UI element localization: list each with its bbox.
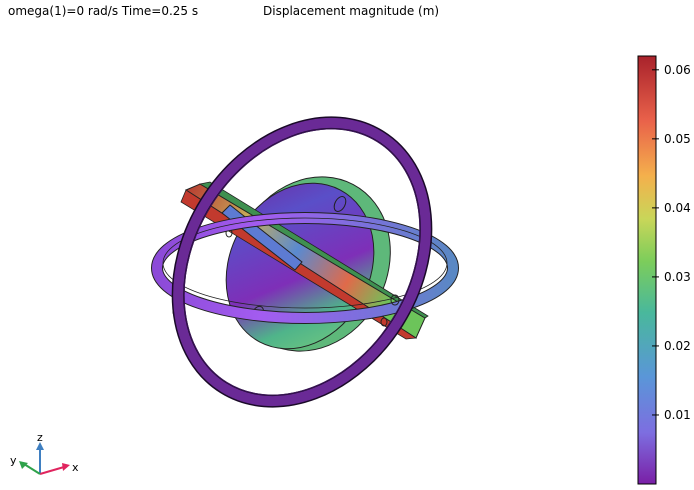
plot-title-expression: Displacement magnitude (m) — [263, 4, 440, 18]
color-legend-tick-label: 0.03 — [664, 270, 691, 284]
color-legend-tick-label: 0.06 — [664, 63, 691, 77]
y-axis-label: y — [10, 454, 17, 467]
plot-title-time: omega(1)=0 rad/s Time=0.25 s — [8, 4, 199, 18]
x-axis-label: x — [72, 461, 79, 474]
color-legend: 0.06 0.05 0.04 0.03 0.02 0.01 — [637, 55, 691, 485]
color-legend-tick-label: 0.01 — [664, 408, 691, 422]
z-axis-label: z — [37, 431, 43, 444]
color-legend-tick-label: 0.05 — [664, 132, 691, 146]
color-legend-tick-label: 0.04 — [664, 201, 691, 215]
y-axis-arrow — [23, 463, 41, 475]
color-legend-tick-label: 0.02 — [664, 339, 691, 353]
x-axis-arrow — [39, 466, 65, 475]
color-legend-bar — [637, 55, 657, 485]
outer-gimbal-ring — [171, 116, 433, 408]
horizontal-gimbal-ring — [151, 212, 459, 324]
axis-orientation-triad: z y x — [10, 431, 79, 475]
